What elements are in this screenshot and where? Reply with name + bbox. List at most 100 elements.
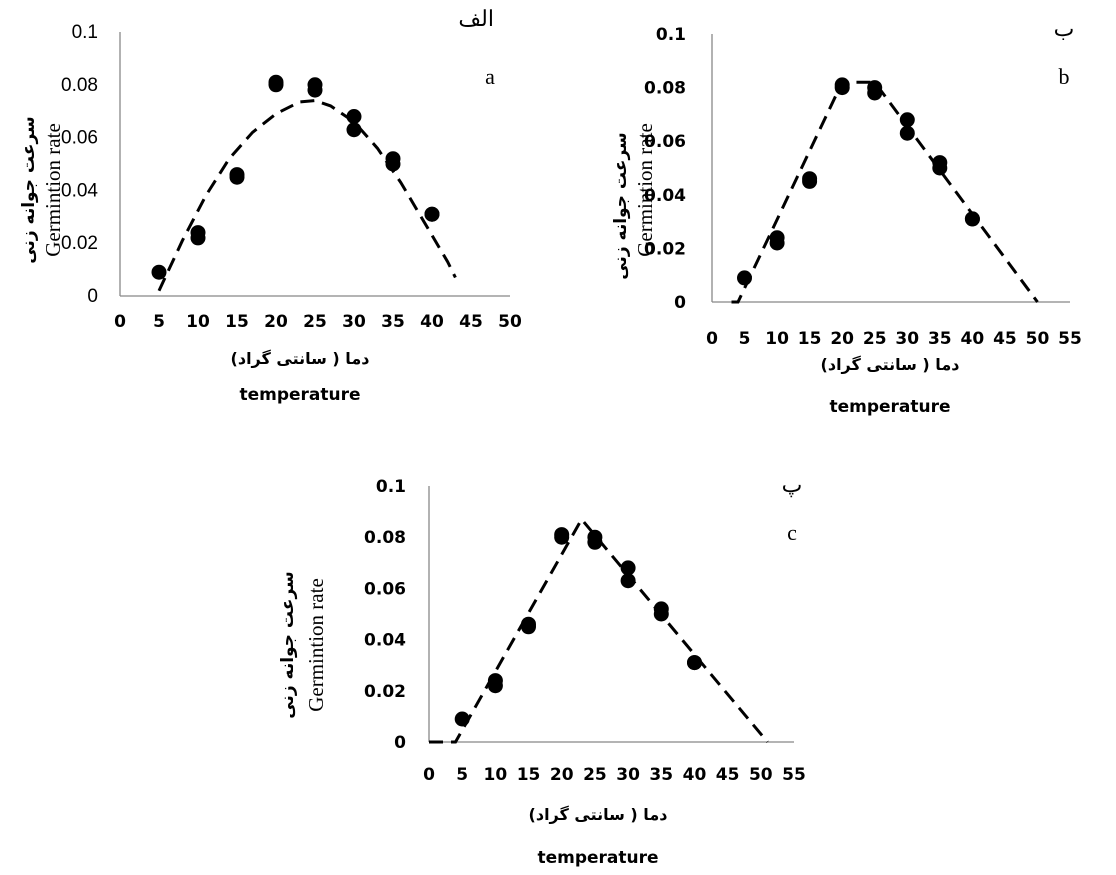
data-point: [687, 655, 702, 671]
x-tick-label: 55: [782, 765, 806, 785]
data-point: [737, 270, 752, 286]
y-axis-label-en: Germintion rate: [41, 123, 65, 257]
x-tick-label: 20: [264, 312, 288, 332]
x-tick-label: 35: [928, 329, 952, 349]
x-tick-label: 50: [1026, 329, 1050, 349]
x-tick-label: 25: [583, 765, 607, 785]
x-axis-label-fa: دما ( سانتی گراد): [529, 805, 668, 824]
data-point: [620, 573, 636, 589]
y-tick-label: 0: [674, 293, 686, 313]
x-tick-label: 15: [517, 765, 541, 785]
data-point: [899, 112, 915, 128]
data-point: [268, 74, 284, 90]
x-tick-label: 20: [830, 329, 854, 349]
panel-label-en: c: [787, 520, 797, 545]
x-tick-label: 55: [1058, 329, 1082, 349]
x-tick-label: 10: [765, 329, 789, 349]
data-point: [521, 616, 536, 632]
y-axis-label-fa: سرعت جوانه زنی: [19, 116, 39, 264]
x-tick-label: 10: [484, 765, 508, 785]
data-point: [454, 711, 470, 727]
x-tick-label: 40: [961, 329, 985, 349]
data-point: [346, 109, 362, 124]
data-point: [554, 527, 570, 543]
data-point: [834, 77, 850, 93]
panel-label-fa: الف: [458, 6, 494, 31]
y-tick-label: 0.06: [61, 128, 98, 149]
y-tick-label: 0.08: [364, 528, 406, 548]
data-point: [229, 167, 245, 183]
x-tick-label: 0: [114, 312, 126, 332]
fit-line: [429, 516, 769, 744]
data-point: [899, 125, 915, 141]
x-tick-label: 45: [459, 312, 483, 332]
y-tick-label: 0.02: [61, 233, 98, 254]
x-tick-label: 10: [186, 312, 210, 332]
x-tick-label: 25: [303, 312, 327, 332]
chart-panel-b: 0 0.02 0.04 0.06 0.08 0.1 0 5 10 15 20 25 30 35 40 45 5…: [611, 16, 1082, 417]
x-tick-label: 30: [895, 329, 919, 349]
panel-label-fa: پ: [782, 472, 803, 498]
x-tick-label: 30: [342, 312, 366, 332]
x-tick-label: 5: [153, 312, 165, 332]
x-tick-label: 35: [649, 765, 673, 785]
x-tick-label: 50: [498, 312, 522, 332]
y-tick-label: 0.04: [644, 186, 686, 206]
fit-line: [157, 99, 457, 292]
y-tick-label: 0.06: [364, 579, 406, 599]
panel-label-en: b: [1059, 64, 1070, 89]
x-tick-label: 20: [550, 765, 574, 785]
x-axis-label-fa: دما ( سانتی گراد): [231, 349, 370, 368]
x-axis-label-en: temperature: [239, 385, 360, 405]
x-tick-label: 40: [420, 312, 444, 332]
x-tick-label: 50: [749, 765, 773, 785]
x-tick-label: 40: [683, 765, 707, 785]
y-tick-label: 0: [394, 733, 406, 753]
y-tick-label: 0.02: [364, 682, 406, 702]
y-axis-label-fa: سرعت جوانه زنی: [611, 132, 631, 280]
y-tick-label: 0.02: [644, 239, 686, 259]
x-tick-label: 0: [706, 329, 718, 349]
x-tick-label: 5: [739, 329, 751, 349]
data-point: [620, 560, 636, 576]
x-tick-label: 45: [716, 765, 740, 785]
data-point: [653, 601, 669, 617]
y-tick-label: 0.1: [656, 25, 686, 45]
data-point: [346, 122, 362, 138]
data-point: [802, 171, 818, 187]
x-axis-label-fa: دما ( سانتی گراد): [821, 355, 960, 374]
y-tick-label: 0: [87, 286, 98, 307]
panel-label-fa: ب: [1054, 16, 1075, 41]
data-point: [424, 206, 440, 222]
chart-panel-a: 0 0.02 0.04 0.06 0.08 0.1 0 5 10 15 20 25 30 35 40 45 5…: [19, 6, 522, 405]
y-tick-label: 0.1: [72, 22, 98, 43]
x-tick-label: 15: [798, 329, 822, 349]
y-axis-label-en: Germintion rate: [633, 123, 657, 257]
x-tick-label: 30: [616, 765, 640, 785]
y-tick-label: 0.04: [61, 180, 98, 201]
data-point: [769, 230, 785, 246]
fit-line: [731, 80, 1039, 304]
data-point: [487, 673, 503, 689]
data-point: [307, 77, 323, 93]
y-tick-label: 0.08: [61, 75, 98, 96]
y-tick-label: 0.04: [364, 631, 406, 651]
data-point: [964, 211, 980, 227]
data-point: [867, 80, 883, 96]
x-tick-label: 5: [456, 765, 468, 785]
x-tick-label: 25: [863, 329, 887, 349]
panel-label-en: a: [485, 64, 495, 89]
y-tick-label: 0.08: [644, 79, 686, 99]
x-tick-label: 15: [225, 312, 249, 332]
data-point: [385, 151, 401, 167]
data-point: [151, 264, 167, 280]
chart-panel-c: 0 0.02 0.04 0.06 0.08 0.1 0 5 10 15 20 25 30 35 40 45 5…: [278, 472, 806, 868]
data-point: [587, 529, 603, 545]
x-axis-label-en: temperature: [537, 848, 658, 868]
y-tick-label: 0.06: [644, 132, 686, 152]
x-tick-label: 35: [381, 312, 405, 332]
data-point: [932, 155, 948, 171]
data-point: [190, 225, 206, 241]
x-axis-label-en: temperature: [829, 397, 950, 417]
x-tick-label: 45: [993, 329, 1017, 349]
